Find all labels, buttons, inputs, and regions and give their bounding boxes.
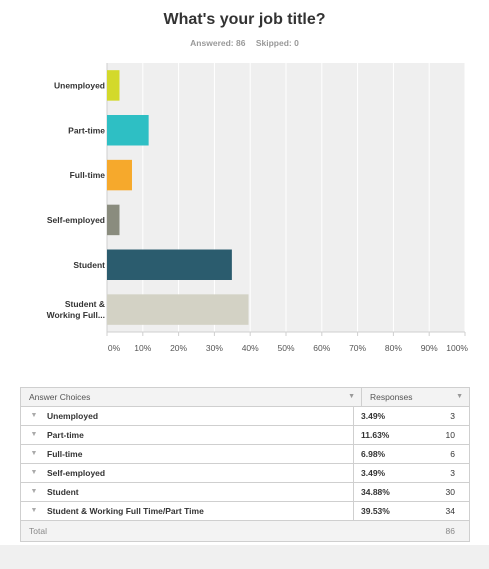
response-percent: 6.98% bbox=[361, 449, 386, 459]
answer-choice-cell: ▼ Student & Working Full Time/Part Time bbox=[21, 502, 354, 520]
expand-triangle-icon[interactable]: ▼ bbox=[30, 507, 38, 514]
response-cell: 11.63% 10 bbox=[354, 426, 469, 444]
expand-triangle-icon[interactable]: ▼ bbox=[30, 450, 38, 457]
response-cell: 34.88% 30 bbox=[354, 483, 469, 501]
answer-choice-cell: ▼ Unemployed bbox=[21, 407, 354, 425]
answer-choice-label: Student & Working Full Time/Part Time bbox=[47, 506, 204, 516]
x-tick-label: 20% bbox=[170, 343, 187, 353]
answer-choice-cell: ▼ Part-time bbox=[21, 426, 354, 444]
table-row: ▼ Student 34.88% 30 bbox=[21, 483, 469, 502]
sort-chevron-down-icon[interactable]: ▼ bbox=[348, 393, 355, 400]
answer-choice-cell: ▼ Self-employed bbox=[21, 464, 354, 482]
bar-chart: Unemployed Part-time Full-time Self-employe… bbox=[47, 63, 468, 353]
table-row: ▼ Unemployed 3.49% 3 bbox=[21, 407, 469, 426]
footer-band bbox=[0, 545, 489, 569]
response-count: 10 bbox=[445, 430, 455, 440]
answer-choice-cell: ▼ Full-time bbox=[21, 445, 354, 463]
answer-choice-label: Unemployed bbox=[47, 411, 99, 421]
table-row: ▼ Part-time 11.63% 10 bbox=[21, 426, 469, 445]
x-tick-label: 0% bbox=[108, 343, 121, 353]
y-tick-label: Student bbox=[73, 260, 105, 270]
response-percent: 39.53% bbox=[361, 506, 390, 516]
response-cell: 39.53% 34 bbox=[354, 502, 469, 520]
x-tick-label: 30% bbox=[206, 343, 223, 353]
responses-table: Answer Choices ▼ Responses ▼ ▼ Unemployed… bbox=[20, 387, 470, 542]
table-row: ▼ Self-employed 3.49% 3 bbox=[21, 464, 469, 483]
x-tick-label: 40% bbox=[242, 343, 259, 353]
answer-choice-label: Student bbox=[47, 487, 79, 497]
response-cell: 6.98% 6 bbox=[354, 445, 469, 463]
question-title: What's your job title? bbox=[163, 11, 326, 28]
bar bbox=[107, 70, 120, 101]
expand-triangle-icon[interactable]: ▼ bbox=[30, 431, 38, 438]
response-percent: 34.88% bbox=[361, 487, 390, 497]
responses-header-label: Responses bbox=[370, 392, 413, 402]
response-count: 3 bbox=[450, 468, 455, 478]
response-cell: 3.49% 3 bbox=[354, 407, 469, 425]
x-tick-label: 80% bbox=[385, 343, 402, 353]
x-tick-label: 10% bbox=[134, 343, 151, 353]
sort-chevron-down-icon[interactable]: ▼ bbox=[456, 393, 463, 400]
total-value: 86 bbox=[445, 526, 455, 536]
response-count: 3 bbox=[450, 411, 455, 421]
table-row: ▼ Student & Working Full Time/Part Time 39… bbox=[21, 502, 469, 521]
x-tick-label: 50% bbox=[277, 343, 294, 353]
x-tick-label: 60% bbox=[313, 343, 330, 353]
response-percent: 3.49% bbox=[361, 411, 386, 421]
x-tick-label: 90% bbox=[421, 343, 438, 353]
bar bbox=[107, 115, 149, 146]
answer-choices-header-label: Answer Choices bbox=[29, 392, 91, 402]
response-count: 30 bbox=[445, 487, 455, 497]
response-percent: 11.63% bbox=[361, 430, 390, 440]
response-count: 6 bbox=[450, 449, 455, 459]
table-header: Answer Choices ▼ Responses ▼ bbox=[21, 388, 469, 407]
y-tick-label: Part-time bbox=[68, 125, 105, 135]
answer-choices-header[interactable]: Answer Choices ▼ bbox=[21, 388, 362, 406]
y-tick-label: Self-employed bbox=[47, 215, 105, 225]
answered-count: Answered: 86 bbox=[190, 38, 246, 48]
response-summary: Answered: 86 Skipped: 0 bbox=[0, 38, 489, 48]
x-tick-label: 70% bbox=[349, 343, 366, 353]
expand-triangle-icon[interactable]: ▼ bbox=[30, 488, 38, 495]
bar bbox=[107, 204, 120, 236]
total-label: Total bbox=[29, 526, 47, 536]
y-tick-label: Unemployed bbox=[54, 80, 105, 90]
bar bbox=[107, 249, 232, 280]
answer-choice-label: Part-time bbox=[47, 430, 84, 440]
bar bbox=[107, 294, 249, 325]
answer-choice-label: Full-time bbox=[47, 449, 83, 459]
expand-triangle-icon[interactable]: ▼ bbox=[30, 469, 38, 476]
responses-header[interactable]: Responses ▼ bbox=[362, 388, 469, 406]
bar bbox=[107, 159, 132, 191]
response-cell: 3.49% 3 bbox=[354, 464, 469, 482]
response-percent: 3.49% bbox=[361, 468, 386, 478]
y-tick-label: Student & bbox=[65, 299, 105, 309]
table-body: ▼ Unemployed 3.49% 3 ▼ Part-time 11.63% 10 ▼ Full… bbox=[21, 407, 469, 521]
table-row: ▼ Full-time 6.98% 6 bbox=[21, 445, 469, 464]
total-row: Total 86 bbox=[21, 521, 469, 541]
y-tick-label: Full-time bbox=[70, 170, 106, 180]
y-tick-label: Working Full... bbox=[47, 310, 105, 320]
response-count: 34 bbox=[445, 506, 455, 516]
x-tick-label: 100% bbox=[446, 343, 468, 353]
skipped-count: Skipped: 0 bbox=[255, 38, 299, 48]
answer-choice-label: Self-employed bbox=[47, 468, 106, 478]
expand-triangle-icon[interactable]: ▼ bbox=[30, 412, 38, 419]
answer-choice-cell: ▼ Student bbox=[21, 483, 354, 501]
